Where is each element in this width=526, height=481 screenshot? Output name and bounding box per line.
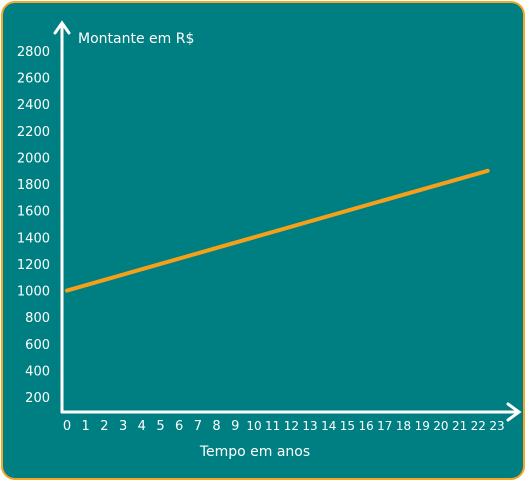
x-tick-label: 1 bbox=[82, 419, 90, 434]
series-lines bbox=[65, 168, 490, 293]
y-tick-label: 1000 bbox=[17, 285, 50, 300]
x-tick-label: 3 bbox=[119, 419, 127, 434]
x-axis-arrow bbox=[506, 402, 522, 422]
y-axis-label: Montante em R$ bbox=[78, 31, 194, 47]
x-tick-label: 12 bbox=[284, 419, 299, 433]
x-tick-label: 23 bbox=[489, 419, 504, 433]
x-tick-label: 19 bbox=[415, 419, 430, 433]
y-tick-label: 1400 bbox=[17, 231, 50, 246]
x-tick-label: 16 bbox=[358, 419, 373, 433]
x-tick-label: 14 bbox=[321, 419, 336, 433]
y-tick-labels: 200 400 600 800 1000 1200 1400 1600 1800 2000 2200… bbox=[17, 45, 50, 406]
y-tick-label: 600 bbox=[25, 338, 50, 353]
x-tick-label: 11 bbox=[265, 419, 280, 433]
y-tick-label: 800 bbox=[25, 311, 50, 326]
x-tick-label: 17 bbox=[377, 419, 392, 433]
x-tick-label: 0 bbox=[63, 419, 71, 434]
x-tick-label: 9 bbox=[231, 419, 239, 434]
y-tick-label: 2000 bbox=[17, 151, 50, 166]
x-tick-label: 7 bbox=[194, 419, 202, 434]
y-tick-label: 2400 bbox=[17, 98, 50, 113]
x-tick-label: 8 bbox=[212, 419, 220, 434]
y-tick-label: 2200 bbox=[17, 125, 50, 140]
y-tick-label: 2800 bbox=[17, 45, 50, 60]
axes bbox=[53, 20, 522, 422]
x-tick-label: 6 bbox=[175, 419, 183, 434]
x-tick-label: 20 bbox=[433, 419, 448, 433]
x-tick-label: 13 bbox=[302, 419, 317, 433]
y-tick-label: 1200 bbox=[17, 258, 50, 273]
x-tick-label: 5 bbox=[156, 419, 164, 434]
x-tick-label: 2 bbox=[100, 419, 108, 434]
y-tick-label: 400 bbox=[25, 364, 50, 379]
y-tick-label: 1800 bbox=[17, 178, 50, 193]
y-axis-arrow bbox=[53, 20, 71, 35]
x-tick-label: 22 bbox=[471, 419, 486, 433]
x-tick-label: 15 bbox=[340, 419, 355, 433]
x-tick-label: 21 bbox=[452, 419, 467, 433]
x-tick-label: 10 bbox=[246, 419, 261, 433]
y-tick-label: 1600 bbox=[17, 205, 50, 220]
y-tick-label: 2600 bbox=[17, 72, 50, 87]
x-axis-label: Tempo em anos bbox=[199, 444, 310, 460]
x-tick-label: 4 bbox=[138, 419, 146, 434]
y-tick-label: 200 bbox=[25, 391, 50, 406]
series-line bbox=[65, 168, 490, 293]
x-tick-label: 18 bbox=[396, 419, 411, 433]
x-tick-labels: 0 1 2 3 4 5 6 7 8 9 10 11 12 13 14 15 16 17 18 19 20 21 22 23 bbox=[63, 419, 505, 434]
